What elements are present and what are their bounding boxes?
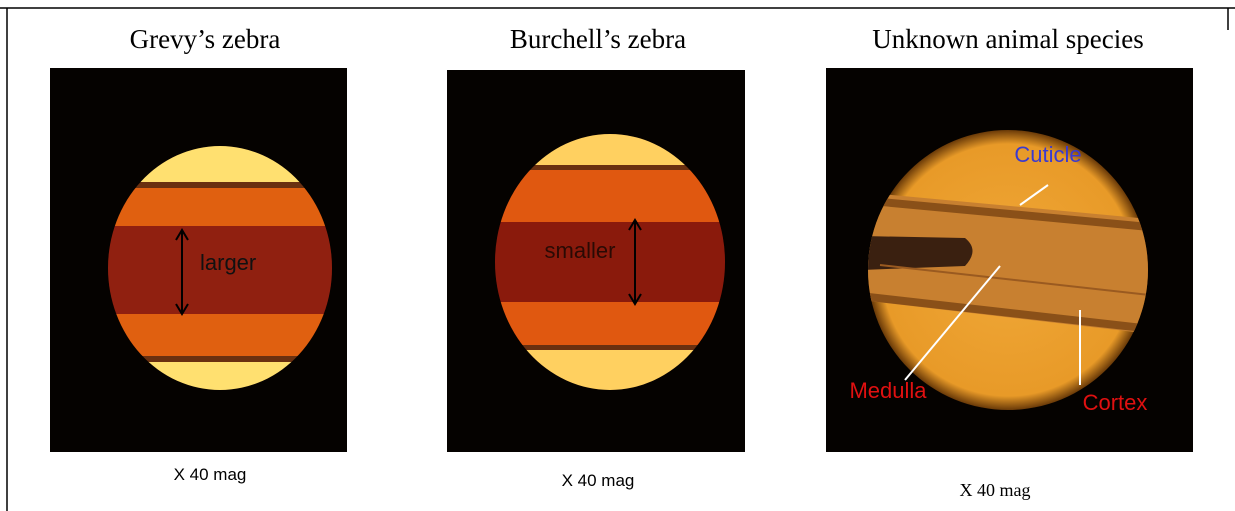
panel-title: Unknown animal species (872, 24, 1143, 54)
image-label: Cuticle (1014, 142, 1081, 167)
caption: X 40 mag (960, 480, 1031, 500)
image-label: smaller (545, 238, 616, 263)
figure: Grevy’s zebra larger X 40 mag Burchell’s… (0, 0, 1235, 511)
image-label: Cortex (1083, 390, 1148, 415)
caption: X 40 mag (174, 465, 247, 484)
panel-title: Burchell’s zebra (510, 24, 686, 54)
image-label: larger (200, 250, 256, 275)
micrograph (50, 68, 347, 452)
caption: X 40 mag (562, 471, 635, 490)
panel-title: Grevy’s zebra (130, 24, 281, 54)
image-label: Medulla (849, 378, 927, 403)
